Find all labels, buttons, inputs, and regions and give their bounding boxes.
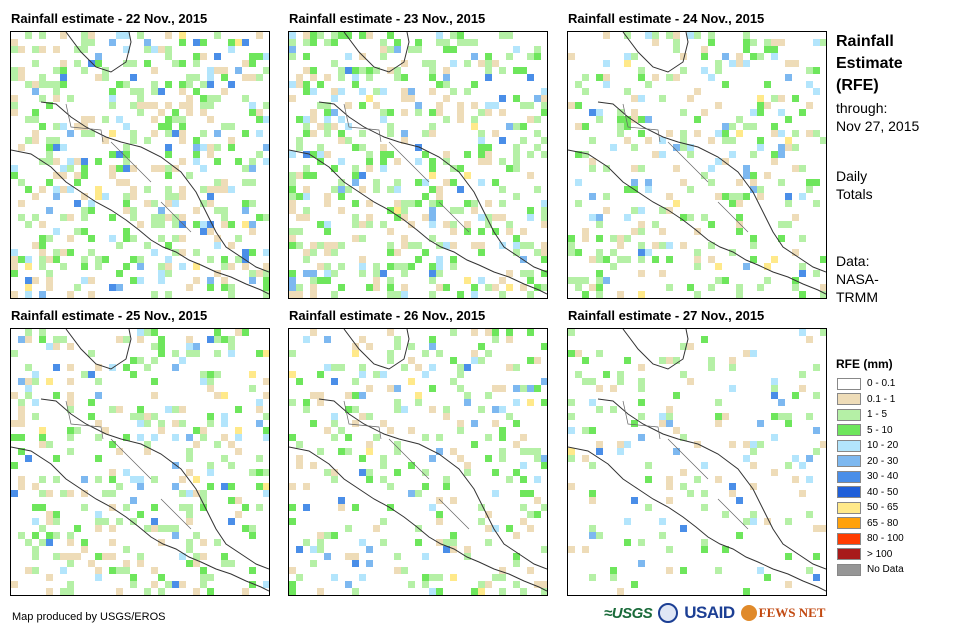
fewsnet-logo-text: FEWS NET xyxy=(758,605,826,620)
side-heading-line2: Estimate xyxy=(836,55,903,72)
data-source-line3: TRMM xyxy=(836,289,878,305)
legend-item: 20 - 30 xyxy=(837,454,904,470)
legend-label: 5 - 10 xyxy=(867,424,893,436)
daily-label: Daily xyxy=(836,168,868,184)
legend-label: 0.1 - 1 xyxy=(867,393,896,405)
legend-item: 65 - 80 xyxy=(837,516,904,532)
legend-swatch xyxy=(837,563,861,576)
legend-item: 0.1 - 1 xyxy=(837,392,904,408)
fewsnet-logo: FEWS NET xyxy=(740,605,826,621)
legend-label: 0 - 0.1 xyxy=(867,378,896,390)
side-heading-line1: Rainfall xyxy=(836,33,894,50)
usaid-logo: USAID xyxy=(684,603,735,622)
panel-title-25-nov: Rainfall estimate - 25 Nov., 2015 xyxy=(11,308,208,323)
panel-title-24-nov: Rainfall estimate - 24 Nov., 2015 xyxy=(568,11,765,26)
legend-label: No Data xyxy=(867,564,904,576)
rainfall-map-25-nov xyxy=(10,328,270,596)
legend-item: 5 - 10 xyxy=(837,423,904,439)
legend-swatch xyxy=(837,486,861,499)
data-source-line2: NASA- xyxy=(836,271,879,287)
legend-label: 1 - 5 xyxy=(867,409,888,421)
legend-item: 0 - 0.1 xyxy=(837,376,904,392)
legend-label: 80 - 100 xyxy=(867,533,904,545)
legend-item: 50 - 65 xyxy=(837,500,904,516)
legend-item: > 100 xyxy=(837,547,904,563)
legend-label: 65 - 80 xyxy=(867,517,899,529)
legend-swatch xyxy=(837,439,861,452)
panel-title-22-nov: Rainfall estimate - 22 Nov., 2015 xyxy=(11,11,208,26)
usaid-seal-icon xyxy=(658,603,679,623)
data-source-label: Data: xyxy=(836,253,870,269)
legend-item: 30 - 40 xyxy=(837,469,904,485)
rainfall-map-23-nov xyxy=(288,31,548,299)
rainfall-map-27-nov xyxy=(567,328,827,596)
legend-item: 80 - 100 xyxy=(837,531,904,547)
legend-label: 30 - 40 xyxy=(867,471,899,483)
legend-label: 40 - 50 xyxy=(867,486,899,498)
legend-item: 10 - 20 xyxy=(837,438,904,454)
map-credit: Map produced by USGS/EROS xyxy=(12,611,166,623)
legend-label: > 100 xyxy=(867,548,893,560)
totals-label: Totals xyxy=(836,186,873,202)
legend-swatch xyxy=(837,377,861,390)
legend-label: 20 - 30 xyxy=(867,455,899,467)
legend-swatch xyxy=(837,548,861,561)
legend-label: 10 - 20 xyxy=(867,440,899,452)
panel-title-26-nov: Rainfall estimate - 26 Nov., 2015 xyxy=(289,308,486,323)
legend-title: RFE (mm) xyxy=(836,357,893,371)
legend-swatch xyxy=(837,424,861,437)
legend-swatch xyxy=(837,532,861,545)
legend-item: 1 - 5 xyxy=(837,407,904,423)
side-heading-line3: (RFE) xyxy=(836,77,879,94)
through-date: Nov 27, 2015 xyxy=(836,118,920,134)
legend-swatch xyxy=(837,470,861,483)
legend-item: No Data xyxy=(837,562,904,578)
agency-logos: ≈USGS USAID FEWS NET xyxy=(604,603,825,623)
rainfall-map-24-nov xyxy=(567,31,827,299)
rainfall-map-26-nov xyxy=(288,328,548,596)
legend-item: 40 - 50 xyxy=(837,485,904,501)
through-label: through: xyxy=(836,100,888,116)
legend-swatch xyxy=(837,501,861,514)
usgs-logo: ≈USGS xyxy=(604,604,653,622)
fewsnet-globe-icon xyxy=(740,605,757,621)
panel-title-27-nov: Rainfall estimate - 27 Nov., 2015 xyxy=(568,308,765,323)
rainfall-map-22-nov xyxy=(10,31,270,299)
legend-swatch xyxy=(837,408,861,421)
panel-title-23-nov: Rainfall estimate - 23 Nov., 2015 xyxy=(289,11,486,26)
legend-swatch xyxy=(837,517,861,530)
legend-label: 50 - 65 xyxy=(867,502,899,514)
rfe-legend: 0 - 0.1 0.1 - 1 1 - 5 5 - 10 10 - 20 20 - 30 3… xyxy=(837,376,904,578)
legend-swatch xyxy=(837,455,861,468)
legend-swatch xyxy=(837,393,861,406)
